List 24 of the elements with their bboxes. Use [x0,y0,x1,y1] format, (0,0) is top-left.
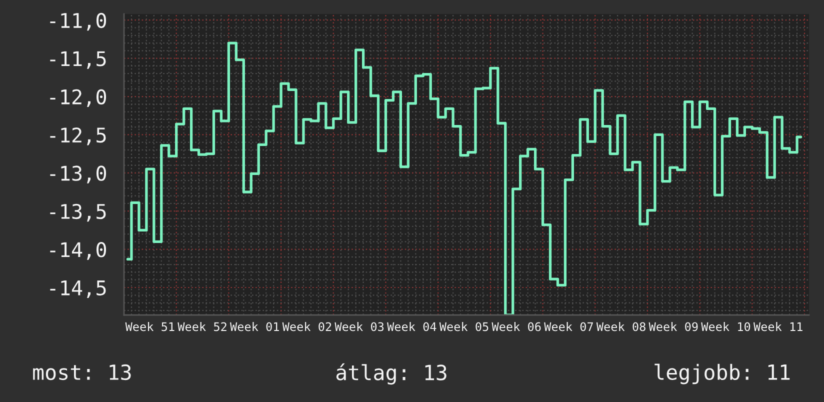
x-tick-label: Week 01 [230,322,279,332]
x-tick-label: Week 05 [439,322,488,332]
x-tick-label: Week 07 [544,322,593,332]
y-tick-label: -12,0 [50,89,106,108]
y-tick-label: -14,5 [50,280,106,298]
x-tick-label: Week 03 [334,322,384,332]
y-tick-label: -11,5 [50,51,106,69]
y-tick-label: -13,0 [50,166,106,184]
x-tick-label: Week 09 [648,322,698,332]
y-tick-label: -13,5 [50,204,106,222]
x-tick-label: Week 52 [178,322,226,332]
x-tick-label: Week 51 [125,322,174,332]
x-tick-label: Week 11 [753,322,802,332]
x-tick-label: Week 04 [387,322,436,332]
x-tick-label: Week 08 [596,322,646,332]
text: átlag: 13 [336,363,446,385]
y-tick-label: -12,5 [50,127,106,146]
x-tick-label: Week 06 [492,322,541,332]
x-tick-label: Week 10 [701,322,750,332]
y-tick-label: -11,0 [50,12,106,31]
y-tick-label: -14,0 [50,242,106,260]
text: most: 13 [33,364,131,380]
text: legjobb: 11 [654,364,790,384]
x-tick-label: Week 02 [282,322,332,332]
